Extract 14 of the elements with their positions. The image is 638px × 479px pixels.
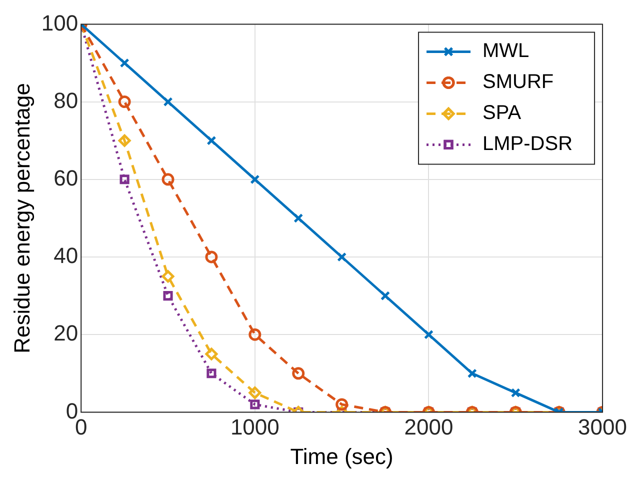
y-axis-title: Residue energy percentage xyxy=(9,83,34,354)
y-tick-label: 80 xyxy=(54,88,78,113)
y-tick-label: 100 xyxy=(41,10,78,36)
x-axis-title: Time (sec) xyxy=(290,444,394,469)
x-tick-label: 2000 xyxy=(404,414,454,440)
y-tick-label: 20 xyxy=(54,320,78,346)
x-tick-label: 3000 xyxy=(578,414,628,440)
legend-label: MWL xyxy=(482,40,530,62)
y-tick-label: 60 xyxy=(54,165,78,190)
x-tick-label: 1000 xyxy=(230,414,280,440)
y-tick-label: 40 xyxy=(54,243,78,268)
legend-label: LMP-DSR xyxy=(482,133,573,156)
legend-label: SPA xyxy=(482,102,522,124)
legend-label: SMURF xyxy=(482,71,554,94)
